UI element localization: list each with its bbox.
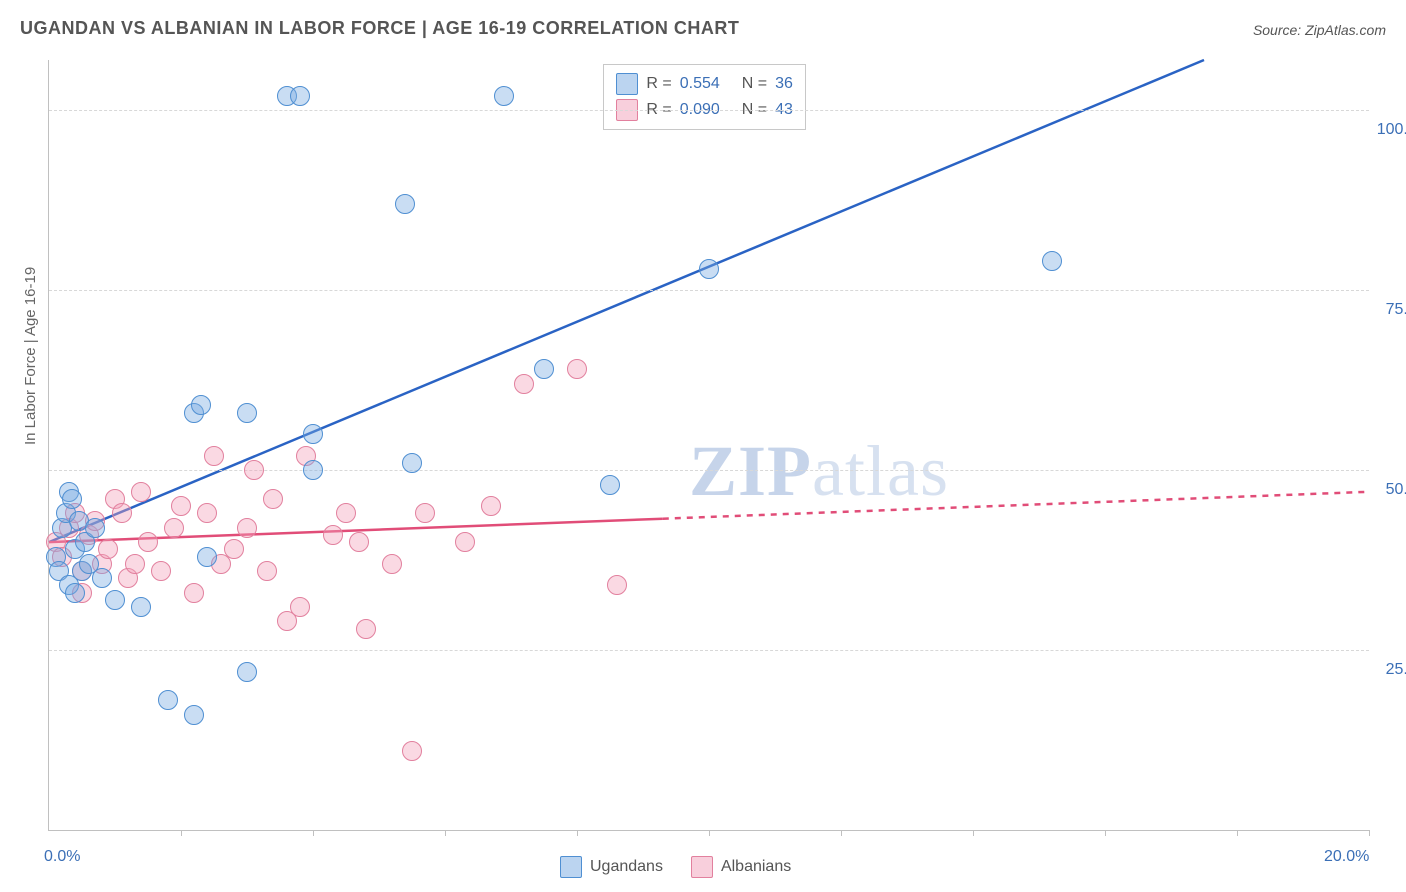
albanians-point: [607, 575, 627, 595]
x-tick: [445, 830, 446, 836]
chart-title: UGANDAN VS ALBANIAN IN LABOR FORCE | AGE…: [20, 18, 739, 39]
x-tick: [709, 830, 710, 836]
albanians-point: [125, 554, 145, 574]
albanians-point: [356, 619, 376, 639]
albanians-point: [336, 503, 356, 523]
ugandans-point: [65, 583, 85, 603]
albanians-point: [263, 489, 283, 509]
watermark: ZIPatlas: [689, 430, 949, 513]
legend-bottom: Ugandans Albanians: [560, 856, 791, 878]
albanians-point: [171, 496, 191, 516]
albanians-point: [164, 518, 184, 538]
x-tick: [1237, 830, 1238, 836]
stat-n-key: N =: [742, 75, 767, 93]
albanians-point: [349, 532, 369, 552]
stat-r-val: 0.554: [680, 75, 720, 93]
ugandans-point: [191, 395, 211, 415]
x-tick-label-max: 20.0%: [1324, 848, 1369, 866]
x-tick: [973, 830, 974, 836]
x-tick: [313, 830, 314, 836]
ugandans-point: [1042, 251, 1062, 271]
ugandans-point: [303, 460, 323, 480]
gridline: [49, 290, 1369, 291]
ugandans-point: [699, 259, 719, 279]
albanians-point: [184, 583, 204, 603]
source-label: Source: ZipAtlas.com: [1253, 22, 1386, 38]
y-tick-label: 50.0%: [1375, 481, 1406, 499]
plot-area: ZIPatlas R = 0.554N = 36R = 0.090N = 43 …: [48, 60, 1369, 831]
gridline: [49, 650, 1369, 651]
legend-item: Ugandans: [560, 856, 663, 878]
albanians-point: [567, 359, 587, 379]
x-tick: [577, 830, 578, 836]
ugandans-point: [237, 662, 257, 682]
albanians-point: [244, 460, 264, 480]
x-tick-label-min: 0.0%: [44, 848, 80, 866]
albanians-point: [257, 561, 277, 581]
albanians-point: [138, 532, 158, 552]
ugandans-point: [131, 597, 151, 617]
albanians-point: [204, 446, 224, 466]
ugandans-point: [290, 86, 310, 106]
albanians-point: [323, 525, 343, 545]
ugandans-point: [85, 518, 105, 538]
albanians-point: [237, 518, 257, 538]
ugandans-point: [92, 568, 112, 588]
legend-label: Ugandans: [590, 858, 663, 876]
ugandans-point: [402, 453, 422, 473]
ugandans-point: [494, 86, 514, 106]
albanians-point: [131, 482, 151, 502]
ugandans-point: [395, 194, 415, 214]
albanians-point: [382, 554, 402, 574]
x-tick: [1369, 830, 1370, 836]
y-tick-label: 100.0%: [1375, 121, 1406, 139]
y-axis-label: In Labor Force | Age 16-19: [22, 267, 39, 445]
legend-stats-box: R = 0.554N = 36R = 0.090N = 43: [603, 64, 806, 130]
legend-swatch: [691, 856, 713, 878]
stat-n-val: 36: [775, 75, 793, 93]
ugandans-point: [237, 403, 257, 423]
legend-item: Albanians: [691, 856, 791, 878]
ugandans-point: [534, 359, 554, 379]
trend-lines-svg: [49, 60, 1369, 830]
x-tick: [1105, 830, 1106, 836]
ugandans-point: [62, 489, 82, 509]
ugandans-point: [197, 547, 217, 567]
albanians-point: [197, 503, 217, 523]
ugandans-point: [303, 424, 323, 444]
legend-stats-row: R = 0.554 N = 36: [616, 71, 793, 97]
y-tick-label: 25.0%: [1375, 661, 1406, 679]
y-tick-label: 75.0%: [1375, 301, 1406, 319]
albanians-point: [98, 539, 118, 559]
ugandans-point: [158, 690, 178, 710]
legend-label: Albanians: [721, 858, 791, 876]
albanians-point: [112, 503, 132, 523]
albanians-point: [514, 374, 534, 394]
ugandans-point: [105, 590, 125, 610]
albanians-point: [151, 561, 171, 581]
gridline: [49, 110, 1369, 111]
legend-swatch: [616, 73, 638, 95]
albanians-point: [415, 503, 435, 523]
albanians-point: [481, 496, 501, 516]
albanians-point: [224, 539, 244, 559]
x-tick: [841, 830, 842, 836]
albanians-point: [290, 597, 310, 617]
stat-r-key: R =: [646, 75, 671, 93]
albanians-point: [455, 532, 475, 552]
x-tick: [181, 830, 182, 836]
legend-swatch: [560, 856, 582, 878]
ugandans-point: [184, 705, 204, 725]
albanians-point: [402, 741, 422, 761]
trend-line: [663, 492, 1369, 519]
ugandans-point: [600, 475, 620, 495]
